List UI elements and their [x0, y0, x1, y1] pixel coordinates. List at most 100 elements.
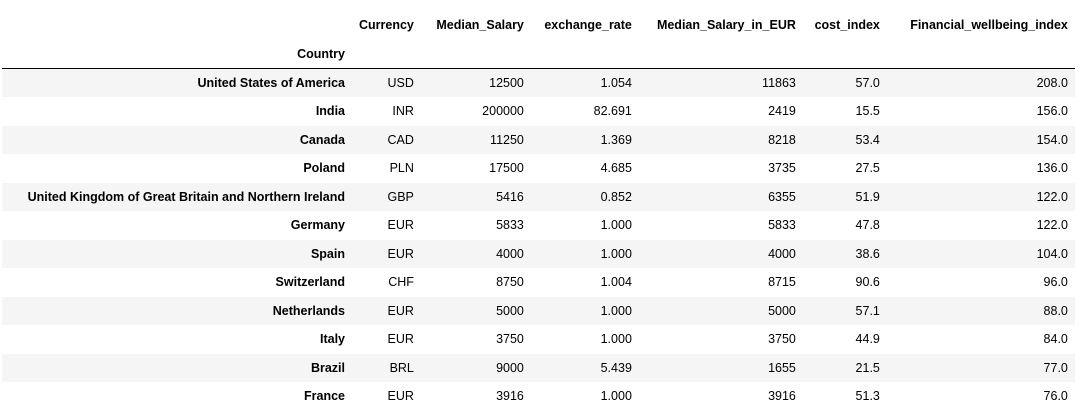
row-index-label: United Kingdom of Great Britain and Nort… [27, 189, 345, 204]
table-cell: 104.0 [1036, 246, 1068, 261]
table-cell: INR [392, 104, 414, 119]
table-cell: EUR [387, 246, 414, 261]
table-cell: 1.000 [600, 332, 632, 347]
column-header: cost_index [814, 17, 880, 32]
row-index-label: Spain [310, 246, 345, 261]
table-cell: 5000 [768, 303, 796, 318]
table-cell: 1.000 [600, 303, 632, 318]
row-index-label: Switzerland [275, 275, 345, 290]
table-cell: 3916 [496, 389, 524, 404]
table-cell: EUR [387, 332, 414, 347]
table-cell: 27.5 [855, 161, 880, 176]
table-cell: 122.0 [1036, 218, 1068, 233]
table-cell: CHF [388, 275, 414, 290]
column-header: Financial_wellbeing_index [910, 17, 1068, 32]
table-cell: 1.369 [600, 132, 632, 147]
table-row: United States of America USD 12500 1.054 118… [2, 68, 1075, 97]
row-index-label: India [315, 104, 345, 119]
table-cell: 96.0 [1043, 275, 1068, 290]
index-name-row: Country [2, 39, 1075, 69]
table-body: United States of America USD 12500 1.054 118… [2, 68, 1075, 411]
table-row: United Kingdom of Great Britain and Nort… [2, 182, 1075, 211]
table-cell: 47.8 [855, 218, 880, 233]
table-cell: 88.0 [1043, 303, 1068, 318]
table-cell: 5416 [496, 189, 524, 204]
table-row: Brazil BRL 9000 5.439 1655 21.5 77.0 [2, 353, 1075, 382]
table-cell: 1.000 [600, 218, 632, 233]
table-cell: 57.1 [855, 303, 880, 318]
table-row: Netherlands EUR 5000 1.000 5000 57.1 88.0 [2, 296, 1075, 325]
table-cell: 6355 [768, 189, 796, 204]
table-cell: 122.0 [1036, 189, 1068, 204]
table-row: Canada CAD 11250 1.369 8218 53.4 154.0 [2, 125, 1075, 154]
row-index-label: Brazil [310, 360, 345, 375]
table-cell: 3750 [496, 332, 524, 347]
table-cell: 5.439 [600, 360, 632, 375]
table-cell: 0.852 [600, 189, 632, 204]
table-cell: 4000 [768, 246, 796, 261]
table-cell: 200000 [482, 104, 524, 119]
table-cell: 4.685 [600, 161, 632, 176]
table-cell: 15.5 [855, 104, 880, 119]
table-cell: 12500 [489, 76, 524, 90]
table-cell: 3750 [768, 332, 796, 347]
row-index-label: France [304, 389, 345, 404]
column-header-row: Currency Median_Salary exchange_rate Med… [2, 10, 1075, 39]
table-cell: 5833 [496, 218, 524, 233]
table-cell: EUR [387, 389, 414, 404]
column-header: Currency [359, 17, 414, 32]
index-name: Country [297, 46, 345, 61]
table-cell: GBP [387, 189, 414, 204]
row-index-label: United States of America [197, 76, 346, 90]
table-cell: CAD [387, 132, 414, 147]
table-cell: 8715 [768, 275, 796, 290]
table-cell: 3735 [768, 161, 796, 176]
table-row: France EUR 3916 1.000 3916 51.3 76.0 [2, 382, 1075, 411]
table-cell: 2419 [768, 104, 796, 119]
column-header: exchange_rate [544, 17, 632, 32]
table-cell: PLN [389, 161, 414, 176]
row-index-label: Italy [319, 332, 345, 347]
table-cell: 8218 [768, 132, 796, 147]
table-cell: 1655 [768, 360, 796, 375]
table-header: Currency Median_Salary exchange_rate Med… [2, 10, 1075, 69]
table-cell: 11863 [762, 76, 796, 90]
table-row: Spain EUR 4000 1.000 4000 38.6 104.0 [2, 239, 1075, 268]
table-cell: 21.5 [855, 360, 880, 375]
table-cell: 5000 [496, 303, 524, 318]
table-cell: 17500 [489, 161, 524, 176]
table-cell: 154.0 [1036, 132, 1068, 147]
table-cell: 90.6 [855, 275, 880, 290]
table-cell: 1.000 [600, 246, 632, 261]
row-index-label: Netherlands [272, 303, 345, 318]
table-cell: 44.9 [855, 332, 880, 347]
table-cell: 38.6 [855, 246, 880, 261]
index-corner-cell [2, 10, 352, 39]
table-row: India INR 200000 82.691 2419 15.5 156.0 [2, 97, 1075, 126]
table-cell: 1.054 [600, 76, 632, 90]
table-cell: 53.4 [855, 132, 880, 147]
table-cell: 76.0 [1043, 389, 1068, 404]
table-cell: BRL [389, 360, 414, 375]
table-cell: 3916 [768, 389, 796, 404]
table-cell: 4000 [496, 246, 524, 261]
table-cell: 1.004 [600, 275, 632, 290]
table-cell: 84.0 [1043, 332, 1068, 347]
table-cell: 208.0 [1036, 76, 1068, 90]
table-cell: 57.0 [855, 76, 880, 90]
table-row: Germany EUR 5833 1.000 5833 47.8 122.0 [2, 211, 1075, 240]
column-header: Median_Salary [436, 17, 524, 32]
table-cell: 1.000 [600, 389, 632, 404]
row-index-label: Canada [299, 132, 345, 147]
table-cell: 77.0 [1043, 360, 1068, 375]
table-cell: EUR [387, 218, 414, 233]
row-index-label: Germany [290, 218, 345, 233]
table-row: Switzerland CHF 8750 1.004 8715 90.6 96.0 [2, 268, 1075, 297]
table-cell: 82.691 [593, 104, 632, 119]
table-cell: 136.0 [1036, 161, 1068, 176]
table-cell: EUR [387, 303, 414, 318]
table-cell: USD [387, 76, 414, 90]
table-cell: 51.9 [855, 189, 880, 204]
table-cell: 11250 [490, 132, 524, 147]
